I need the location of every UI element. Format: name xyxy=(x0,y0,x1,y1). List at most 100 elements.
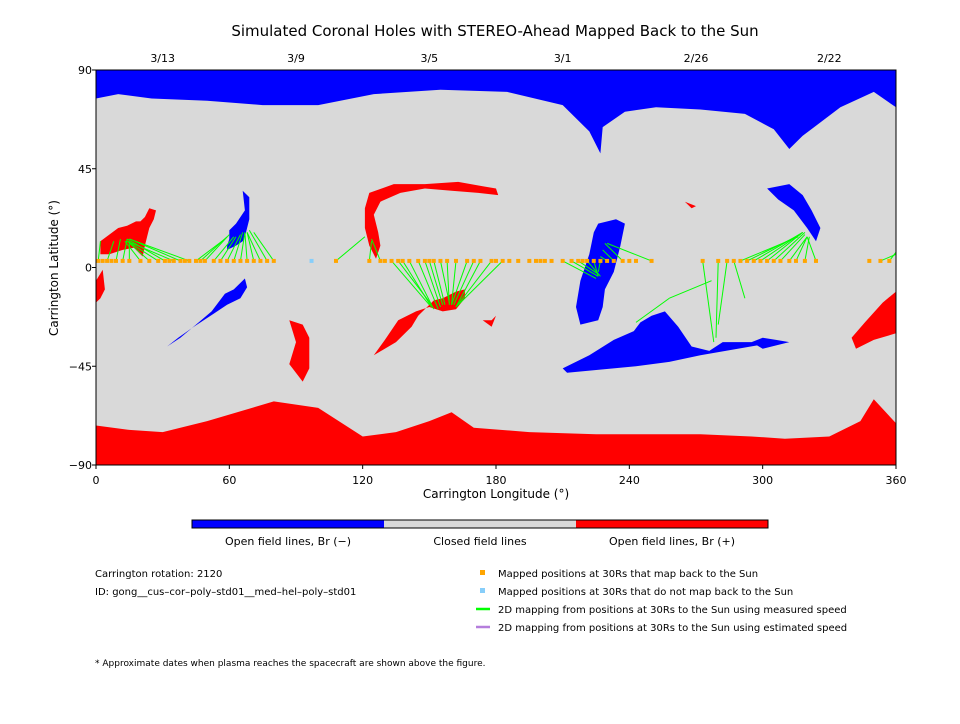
mapped-point xyxy=(576,258,581,263)
measured-speed-mapping-lines xyxy=(97,229,897,343)
measured-mapping-line xyxy=(126,240,159,262)
mapped-point xyxy=(120,258,125,263)
mapped-point xyxy=(700,258,705,263)
measured-mapping-line xyxy=(226,234,241,262)
mapped-point xyxy=(114,258,118,263)
measured-mapping-line xyxy=(233,232,244,262)
legend-marker xyxy=(480,570,485,575)
mapped-point xyxy=(627,258,632,263)
mapped-point xyxy=(585,258,590,263)
chart-title: Simulated Coronal Holes with STEREO-Ahea… xyxy=(231,22,758,40)
mapped-point xyxy=(758,258,763,263)
x-tick-label: 60 xyxy=(222,474,236,487)
x-tick-label: 360 xyxy=(886,474,907,487)
mapped-point xyxy=(771,258,776,263)
mapped-point xyxy=(245,258,250,263)
mapped-point xyxy=(538,258,543,263)
measured-mapping-line xyxy=(402,260,432,308)
measured-mapping-line xyxy=(606,242,652,262)
x-tick-label: 240 xyxy=(619,474,640,487)
measured-mapping-line xyxy=(604,243,624,262)
measured-mapping-line xyxy=(451,260,457,305)
mapped-point xyxy=(598,258,603,263)
positive-open-field-regions xyxy=(96,181,896,465)
measured-mapping-line xyxy=(246,232,261,262)
mapped-point xyxy=(162,258,167,263)
positive-coronal-hole xyxy=(684,201,696,209)
mapped-point xyxy=(211,258,216,263)
mapped-point xyxy=(731,258,736,263)
colorbar-frame xyxy=(191,519,769,529)
measured-mapping-line xyxy=(806,236,817,262)
mapped-point xyxy=(251,258,256,263)
mapped-point xyxy=(787,258,792,263)
mapped-point xyxy=(725,258,730,263)
measured-mapping-line xyxy=(753,231,803,262)
x-tick-label: 180 xyxy=(486,474,507,487)
measured-mapping-line xyxy=(213,236,235,262)
mapped-point xyxy=(489,258,494,263)
mapped-point xyxy=(334,258,338,263)
mapped-point xyxy=(569,258,574,263)
measured-mapping-line xyxy=(702,260,715,343)
measured-mapping-line xyxy=(455,260,492,308)
mapped-point xyxy=(225,258,230,263)
mapped-point xyxy=(202,258,207,263)
mapped-point xyxy=(416,258,421,263)
positive-coronal-hole xyxy=(364,181,499,259)
mapped-point xyxy=(100,258,105,263)
mapped-point xyxy=(580,258,585,263)
measured-mapping-line xyxy=(439,260,450,303)
measured-mapping-line xyxy=(115,238,121,262)
colorbar-label: Closed field lines xyxy=(433,535,527,548)
colorbar-segment xyxy=(576,520,768,528)
mapped-point xyxy=(534,258,538,263)
date-label: 2/26 xyxy=(684,52,709,65)
footnote: * Approximate dates when plasma reaches … xyxy=(95,659,486,669)
x-tick-label: 0 xyxy=(93,474,100,487)
legend-label: Mapped positions at 30Rs that do not map… xyxy=(498,587,793,598)
mapped-point xyxy=(560,258,565,263)
mapped-point xyxy=(500,258,505,263)
y-tick-label: 90 xyxy=(78,64,92,77)
mapped-point xyxy=(649,258,654,263)
mapped-point xyxy=(738,258,743,263)
positive-coronal-hole xyxy=(289,320,310,382)
legend-label: 2D mapping from positions at 30Rs to the… xyxy=(498,605,847,616)
mapped-point xyxy=(265,258,270,263)
mapped-point xyxy=(542,258,547,263)
mapped-point xyxy=(431,258,436,263)
mapped-point xyxy=(478,258,483,263)
mapped-point xyxy=(171,258,176,263)
measured-mapping-line xyxy=(760,231,803,262)
x-tick-label: 120 xyxy=(352,474,373,487)
measured-mapping-line xyxy=(368,241,373,261)
measured-mapping-line xyxy=(97,241,101,261)
date-label: 3/5 xyxy=(420,52,438,65)
mapped-point xyxy=(438,258,443,263)
date-label: 3/9 xyxy=(287,52,305,65)
measured-mapping-line xyxy=(453,260,475,306)
y-axis-label: Carrington Latitude (°) xyxy=(47,200,61,336)
measured-mapping-line xyxy=(562,260,597,279)
mapped-point xyxy=(109,258,114,263)
measured-mapping-line xyxy=(433,260,446,305)
mapped-point xyxy=(147,258,152,263)
mapped-point xyxy=(427,258,432,263)
mapped-point xyxy=(605,258,610,263)
mapped-point xyxy=(620,258,625,263)
measured-mapping-line xyxy=(246,232,255,262)
measured-mapping-line xyxy=(204,234,230,262)
mapped-point xyxy=(422,258,427,263)
mapped-point xyxy=(549,258,554,263)
mapped-point xyxy=(187,258,192,263)
mapped-point xyxy=(389,258,394,263)
carrington-rotation: Carrington rotation: 2120 xyxy=(95,569,222,580)
x-axis: 0 60 120 180 240 300 360 xyxy=(93,465,907,487)
measured-mapping-line xyxy=(593,260,599,277)
measured-mapping-line xyxy=(571,260,599,277)
map-plot xyxy=(95,69,897,466)
measured-mapping-line xyxy=(446,260,450,305)
measured-mapping-line xyxy=(106,241,115,262)
mapped-point xyxy=(494,258,498,263)
